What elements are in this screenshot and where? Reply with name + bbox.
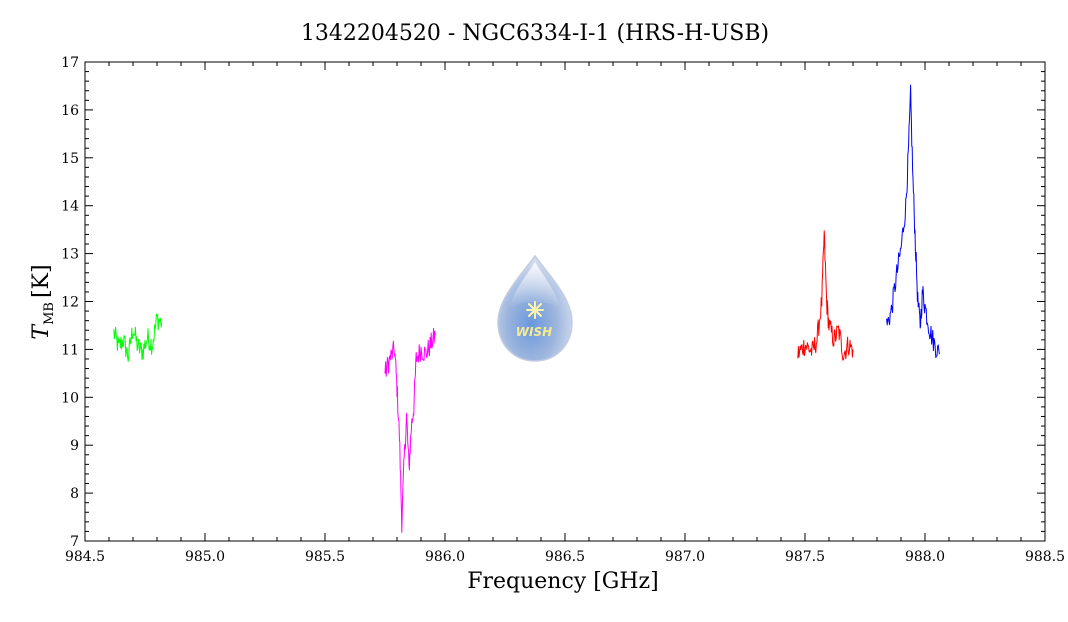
- y-tick-label: 7: [70, 534, 79, 550]
- y-tick-label: 14: [61, 199, 79, 215]
- spectrum-series-1: [113, 313, 163, 362]
- logo-text: WISH: [516, 325, 552, 339]
- x-tick-label: 986.0: [425, 549, 465, 565]
- y-tick-label: 17: [61, 55, 79, 71]
- series-layer: [113, 84, 940, 533]
- x-tick-label: 987.5: [785, 549, 825, 565]
- y-tick-label: 13: [61, 247, 79, 263]
- y-axis-unit: [K]: [29, 264, 54, 298]
- y-axis-label: TMB [K]: [29, 264, 57, 339]
- spectrum-series-4: [886, 84, 940, 358]
- x-tick-label: 985.5: [305, 549, 345, 565]
- spectrum-series-2: [384, 327, 436, 533]
- y-tick-label: 9: [70, 438, 79, 454]
- x-axis-label: Frequency [GHz]: [467, 569, 659, 594]
- sparkle-star-icon: [526, 301, 544, 319]
- x-tick-label: 988.0: [905, 549, 945, 565]
- x-tick-label: 988.5: [1025, 549, 1065, 565]
- y-tick-label: 11: [61, 342, 79, 358]
- y-axis-symbol: T: [29, 323, 54, 340]
- x-tick-label: 987.0: [665, 549, 705, 565]
- y-axis: 7 8 9 10 11 12 13 14 15 16 17: [61, 55, 1045, 550]
- y-tick-label: 16: [61, 103, 79, 119]
- y-tick-label: 15: [61, 151, 79, 167]
- x-tick-label: 985.0: [185, 549, 225, 565]
- spectrum-series-3: [797, 230, 854, 361]
- y-tick-label: 12: [61, 295, 79, 311]
- x-tick-label: 984.5: [65, 549, 105, 565]
- x-axis: 984.5 985.0 985.5 986.0 986.5 987.0 987.5 988.0…: [65, 62, 1065, 565]
- y-tick-label: 8: [70, 486, 79, 502]
- x-tick-label: 986.5: [545, 549, 585, 565]
- y-axis-subscript: MB: [42, 302, 57, 325]
- wish-logo: WISH: [497, 254, 573, 362]
- chart-title: 1342204520 - NGC6334-I-1 (HRS-H-USB): [301, 21, 769, 46]
- drop-highlight-icon: [510, 262, 560, 308]
- y-tick-label: 10: [61, 390, 79, 406]
